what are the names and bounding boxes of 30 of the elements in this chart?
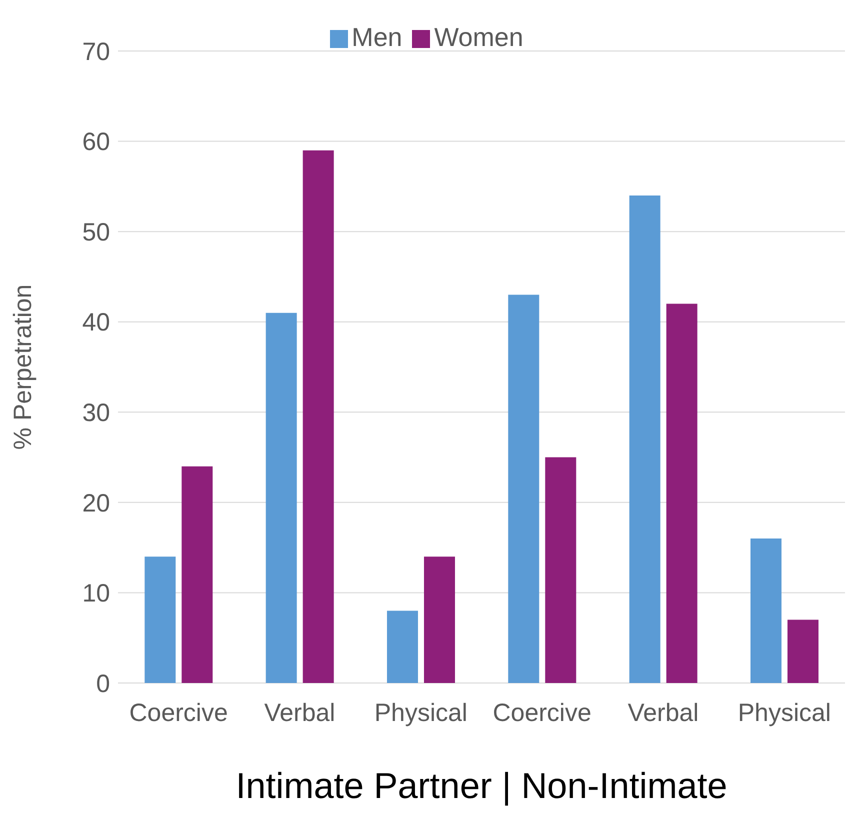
y-tick-label: 70 <box>82 38 110 66</box>
y-tick-label: 40 <box>82 308 110 337</box>
bar <box>182 466 213 683</box>
x-tick-label: Coercive <box>129 698 228 727</box>
bar <box>144 556 176 683</box>
legend-label: Men <box>352 22 402 52</box>
y-tick-label: 10 <box>82 580 110 608</box>
bar <box>508 294 540 683</box>
bar <box>302 150 334 683</box>
x-tick-label: Coercive <box>492 698 592 727</box>
bar <box>424 556 455 683</box>
y-tick-label: 20 <box>82 489 110 518</box>
bar <box>750 538 782 683</box>
bar <box>266 312 297 683</box>
y-tick-label: 50 <box>82 218 110 246</box>
x-axis-title: Intimate Partner | Non-Intimate <box>236 765 728 806</box>
bar <box>629 195 660 683</box>
x-tick-label: Physical <box>374 698 468 727</box>
bar <box>386 610 418 683</box>
bar <box>787 620 818 683</box>
y-tick-label: 30 <box>82 399 110 428</box>
bar <box>666 304 698 683</box>
y-axis-title: % Perpetration <box>8 284 37 450</box>
y-tick-label: 60 <box>82 128 110 156</box>
legend-label: Women <box>434 22 524 52</box>
x-tick-label: Verbal <box>264 698 336 727</box>
x-tick-label: Physical <box>738 698 831 727</box>
bar <box>545 457 576 683</box>
x-tick-label: Verbal <box>628 698 699 727</box>
y-tick-label: 0 <box>96 670 110 698</box>
